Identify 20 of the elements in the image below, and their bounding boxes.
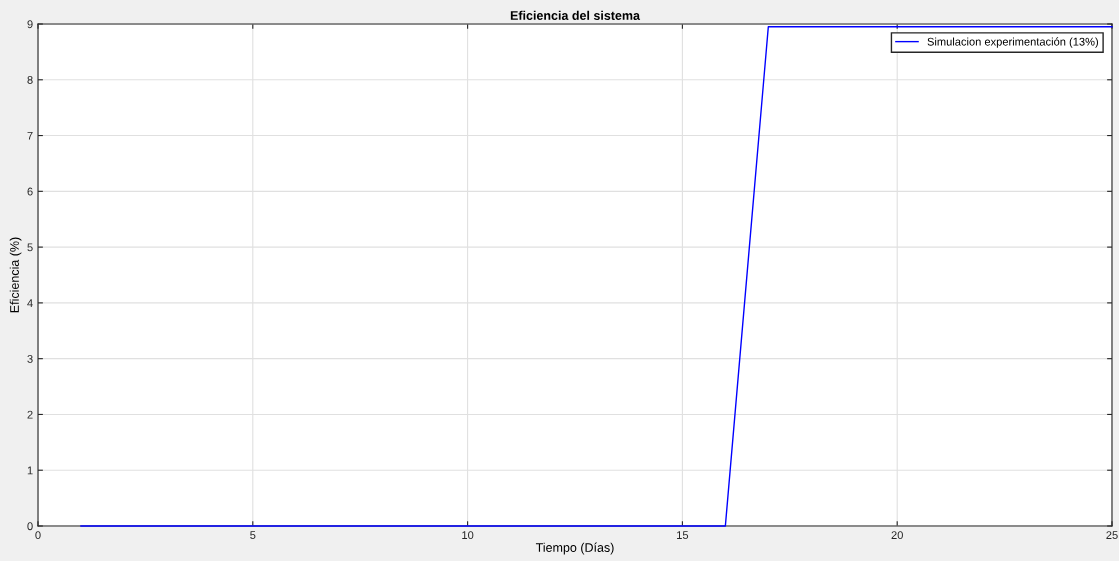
x-tick-label: 0 (35, 531, 41, 540)
x-tick-label: 5 (250, 531, 256, 540)
x-tick-label: 20 (891, 531, 903, 540)
chart-title: Eficiencia del sistema (510, 10, 641, 20)
y-tick-label: 6 (27, 187, 33, 196)
y-tick-label: 9 (27, 20, 33, 29)
legend-label: Simulacion experimentación (13%) (927, 37, 1098, 48)
y-tick-label: 4 (27, 299, 33, 307)
x-tick-label: 25 (1106, 531, 1118, 540)
x-tick-label: 15 (677, 531, 689, 540)
y-tick-label: 5 (27, 243, 33, 252)
y-tick-label: 7 (27, 131, 33, 140)
y-tick-label: 2 (27, 410, 33, 419)
y-tick-label: 8 (27, 76, 33, 84)
x-tick-label: 10 (462, 531, 474, 540)
x-axis-title: Tiempo (Días) (535, 542, 614, 555)
y-tick-label: 0 (27, 522, 33, 531)
y-tick-label: 3 (27, 354, 33, 363)
y-tick-label: 1 (27, 466, 33, 475)
y-axis-title: Eficiencia (%) (9, 237, 22, 313)
